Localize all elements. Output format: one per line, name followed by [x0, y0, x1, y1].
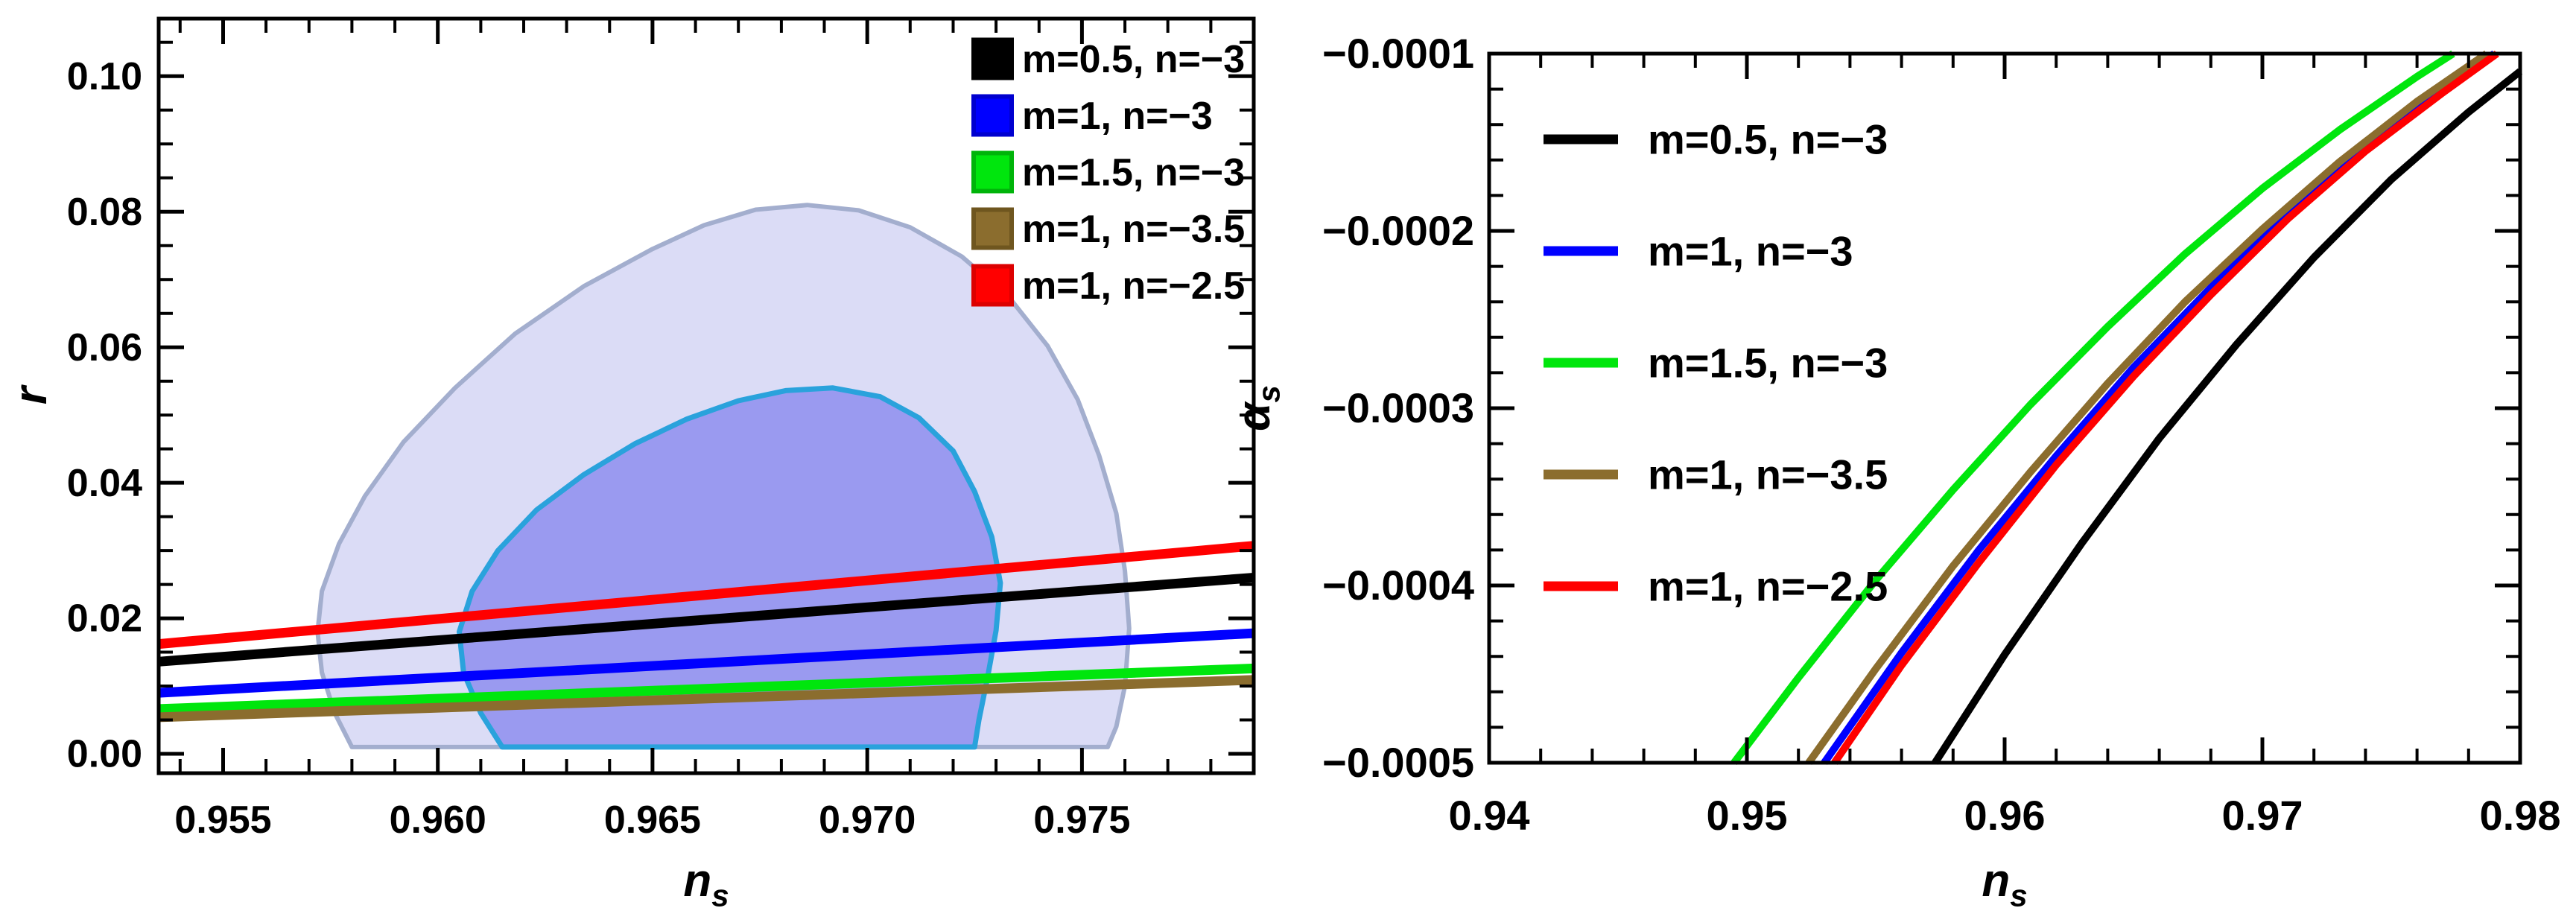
left-plot: 0.955 0.960 0.965 0.970 0.975 0.00 0.02 0.04 0.0…	[5, 16, 1256, 908]
y-tick-label-0.04: 0.04	[67, 462, 142, 505]
y-tick-label-−0.0004: −0.0004	[1322, 562, 1474, 609]
y-tick-label-−0.0005: −0.0005	[1322, 739, 1474, 786]
alphas-vs-ns-legend: m=0.5, n=−3 m=1, n=−3 m=1.5, n=−3 m=1, n=−3…	[1544, 116, 1888, 610]
series-line-m-0.5-n-3	[158, 573, 1254, 667]
series-line-m-1.5-n-3	[1730, 50, 2455, 766]
legend-label-m-1-n-2.5: m=1, n=−2.5	[1648, 563, 1888, 610]
y-tick-label-0.06: 0.06	[67, 326, 142, 369]
x-tick-label-0.98: 0.98	[2480, 792, 2561, 839]
legend-swatch-m-1-n-2.5	[971, 264, 1014, 307]
legend-label-m-1.5-n-3: m=1.5, n=−3	[1648, 340, 1888, 387]
right-plot: 0.94 0.95 0.96 0.97 0.98 −0.0001 −0.0002 −0.000…	[1228, 30, 2561, 908]
r-vs-ns-legend: m=0.5, n=−3 m=1, n=−3 m=1.5, n=−3 m=1, n=−3…	[971, 37, 1245, 308]
legend-swatch-m-1.5-n-3	[971, 150, 1014, 194]
y-tick-label-−0.0001: −0.0001	[1322, 30, 1474, 77]
y-tick-label-−0.0002: −0.0002	[1322, 207, 1474, 254]
legend-label-m-0.5-n-3: m=0.5, n=−3	[1022, 38, 1245, 81]
y-tick-label-0.00: 0.00	[67, 733, 142, 776]
legend-label-m-1-n-3.5: m=1, n=−3.5	[1022, 208, 1245, 251]
legend-swatch-m-0.5-n-3	[971, 37, 1014, 80]
legend-swatch-m-1-n-3	[971, 94, 1014, 137]
x-tick-label-0.955: 0.955	[174, 799, 271, 842]
legend-label-m-1-n-3.5: m=1, n=−3.5	[1648, 451, 1888, 498]
y-tick-label-0.10: 0.10	[67, 55, 142, 98]
series-line-m-1-n-3	[158, 628, 1254, 698]
x-tick-label-0.970: 0.970	[819, 799, 916, 842]
x-tick-label-0.95: 0.95	[1707, 792, 1788, 839]
series-line-m-1-n-2.5	[158, 541, 1254, 650]
x-tick-label-0.965: 0.965	[604, 799, 701, 842]
series-line-m-0.5-n-3	[1932, 68, 2523, 765]
x-tick-label-0.96: 0.96	[1964, 792, 2046, 839]
series-line-m-1-n-2.5	[1831, 50, 2499, 765]
r-vs-ns-y-axis-label: r	[5, 384, 57, 404]
x-tick-label-0.94: 0.94	[1449, 792, 1530, 839]
r-vs-ns-frame	[156, 16, 1256, 775]
series-line-m-1-n-3.5	[1805, 50, 2489, 765]
x-tick-label-0.960: 0.960	[390, 799, 486, 842]
y-tick-label-0.08: 0.08	[67, 191, 142, 234]
legend-label-m-1-n-2.5: m=1, n=−2.5	[1022, 264, 1245, 308]
legend-label-m-0.5-n-3: m=0.5, n=−3	[1648, 116, 1888, 163]
alphas-vs-ns-x-axis-label: ns	[1982, 855, 2027, 908]
y-tick-label-0.02: 0.02	[67, 597, 142, 641]
alphas-vs-ns-y-axis-label: αs	[1228, 385, 1287, 431]
legend-label-m-1.5-n-3: m=1.5, n=−3	[1022, 151, 1245, 194]
legend-swatch-m-1-n-3.5	[971, 207, 1014, 250]
r-vs-ns-x-axis-label: ns	[683, 855, 729, 908]
series-line-m-1-n-3	[1821, 50, 2497, 765]
legend-label-m-1-n-3: m=1, n=−3	[1022, 95, 1213, 138]
legend-label-m-1-n-3: m=1, n=−3	[1648, 228, 1853, 275]
x-tick-label-0.975: 0.975	[1033, 799, 1130, 842]
series-line-m-1.5-n-3	[158, 663, 1254, 714]
y-tick-label-−0.0003: −0.0003	[1322, 384, 1474, 431]
x-tick-label-0.97: 0.97	[2222, 792, 2303, 839]
series-line-m-1-n-3.5	[158, 675, 1254, 723]
